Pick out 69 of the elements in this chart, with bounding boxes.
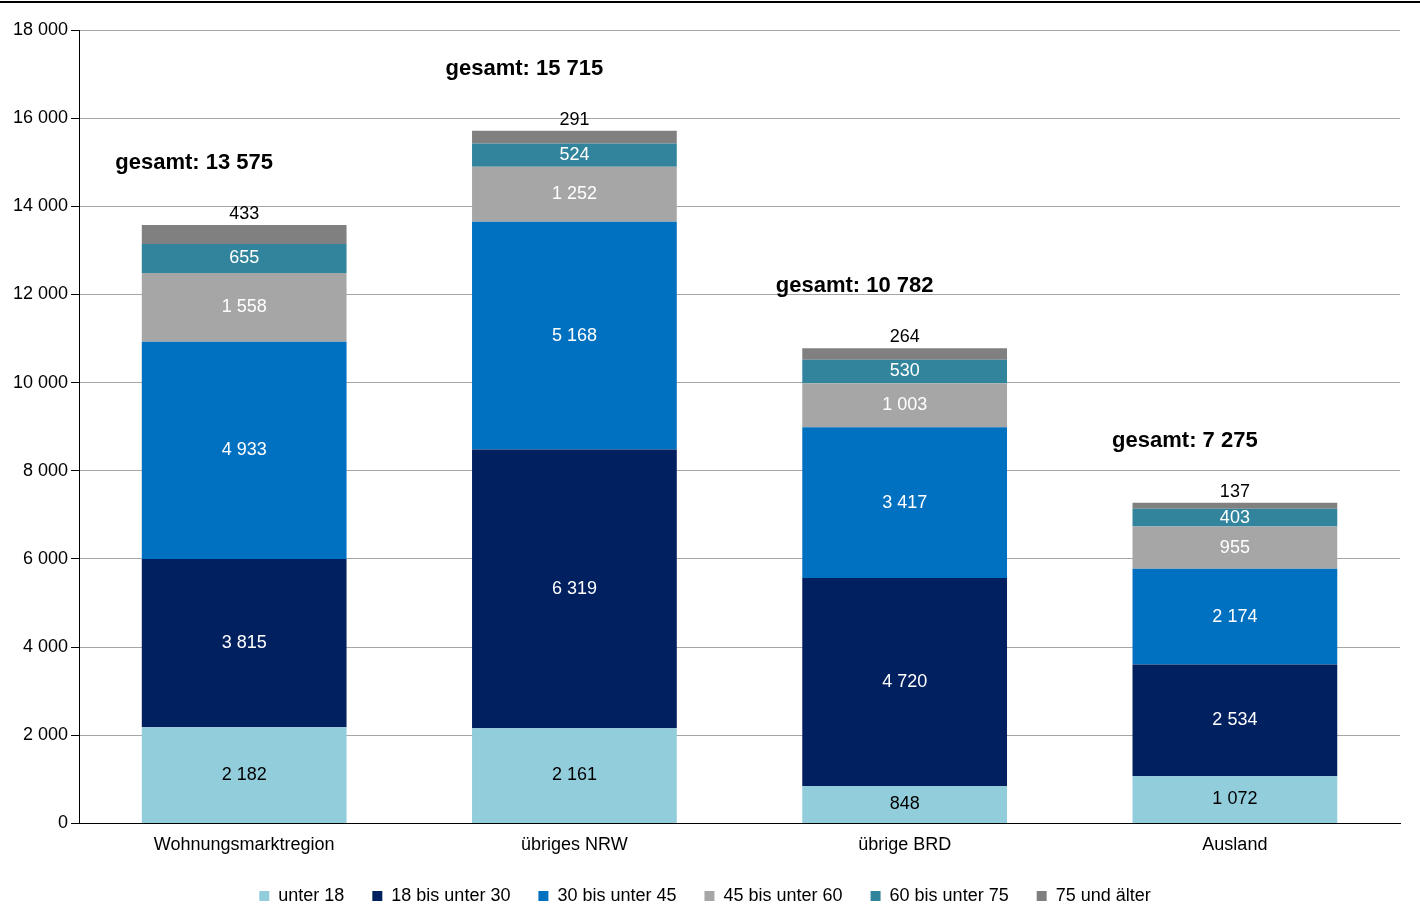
x-tick-label: übriges NRW: [521, 834, 628, 855]
total-label: gesamt: 13 575: [115, 149, 274, 175]
data-label: 137: [1219, 480, 1250, 501]
data-label: 530: [889, 360, 920, 381]
y-tick-label: 6 000: [23, 547, 69, 568]
data-label: 3 417: [882, 491, 928, 512]
data-label: 2 174: [1212, 605, 1258, 626]
bar: [141, 559, 347, 728]
bar: [472, 728, 677, 823]
data-label: 5 168: [551, 324, 597, 345]
bar: [141, 244, 347, 273]
data-label: 4 720: [882, 670, 928, 691]
bar: [141, 225, 347, 245]
bar: [141, 341, 347, 560]
bar: [802, 786, 1008, 823]
bar: [1132, 776, 1338, 823]
data-label: 848: [889, 793, 920, 814]
bar: [472, 130, 677, 144]
bar: [472, 143, 677, 167]
y-tick-label: 16 000: [12, 107, 69, 128]
legend-label: unter 18: [278, 884, 345, 905]
bar: [802, 427, 1008, 578]
bar: [802, 577, 1008, 787]
data-label: 1 558: [221, 296, 267, 317]
data-label: 433: [229, 202, 260, 223]
y-tick-label: 18 000: [12, 18, 69, 39]
data-label: 403: [1219, 506, 1250, 527]
legend-label: 45 bis unter 60: [723, 884, 843, 905]
data-label: 291: [559, 108, 590, 129]
data-label: 1 252: [551, 183, 597, 204]
bar: [802, 383, 1008, 428]
y-tick-label: 10 000: [12, 371, 69, 392]
bar: [1132, 508, 1338, 527]
data-label: 524: [559, 144, 590, 165]
x-tick-label: Ausland: [1202, 834, 1268, 855]
data-label: 264: [889, 326, 920, 347]
y-tick-label: 4 000: [23, 636, 69, 657]
data-label: 2 534: [1212, 709, 1258, 730]
data-label: 3 815: [221, 632, 267, 653]
y-tick-label: 2 000: [23, 724, 69, 745]
data-label: 955: [1219, 536, 1250, 557]
data-label: 6 319: [551, 577, 597, 598]
total-label: gesamt: 10 782: [775, 272, 934, 298]
bar: [1132, 664, 1338, 777]
data-label: 2 161: [551, 764, 597, 785]
bar: [802, 348, 1008, 360]
x-tick-label: übrige BRD: [858, 834, 952, 855]
y-tick-label: 0: [58, 812, 69, 833]
y-tick-label: 12 000: [12, 283, 69, 304]
bar: [1132, 568, 1338, 665]
bar: [1132, 502, 1338, 509]
data-label: 4 933: [221, 439, 267, 460]
legend-label: 60 bis unter 75: [889, 884, 1009, 905]
legend-label: 18 bis unter 30: [391, 884, 511, 905]
bar: [802, 359, 1008, 384]
data-label: 655: [229, 247, 260, 268]
bar: [472, 221, 677, 450]
x-tick-label: Wohnungsmarktregion: [153, 834, 335, 855]
bar: [472, 449, 677, 729]
data-label: 1 003: [882, 394, 928, 415]
total-label: gesamt: 15 715: [445, 54, 604, 80]
y-tick-label: 14 000: [12, 195, 69, 216]
legend-label: 75 und älter: [1055, 884, 1151, 905]
legend-label: 30 bis unter 45: [557, 884, 677, 905]
data-label: 1 072: [1212, 788, 1258, 809]
y-tick-label: 8 000: [23, 459, 69, 480]
total-label: gesamt: 7 275: [1112, 426, 1258, 452]
bar: [141, 727, 347, 823]
data-label: 2 182: [221, 764, 267, 785]
